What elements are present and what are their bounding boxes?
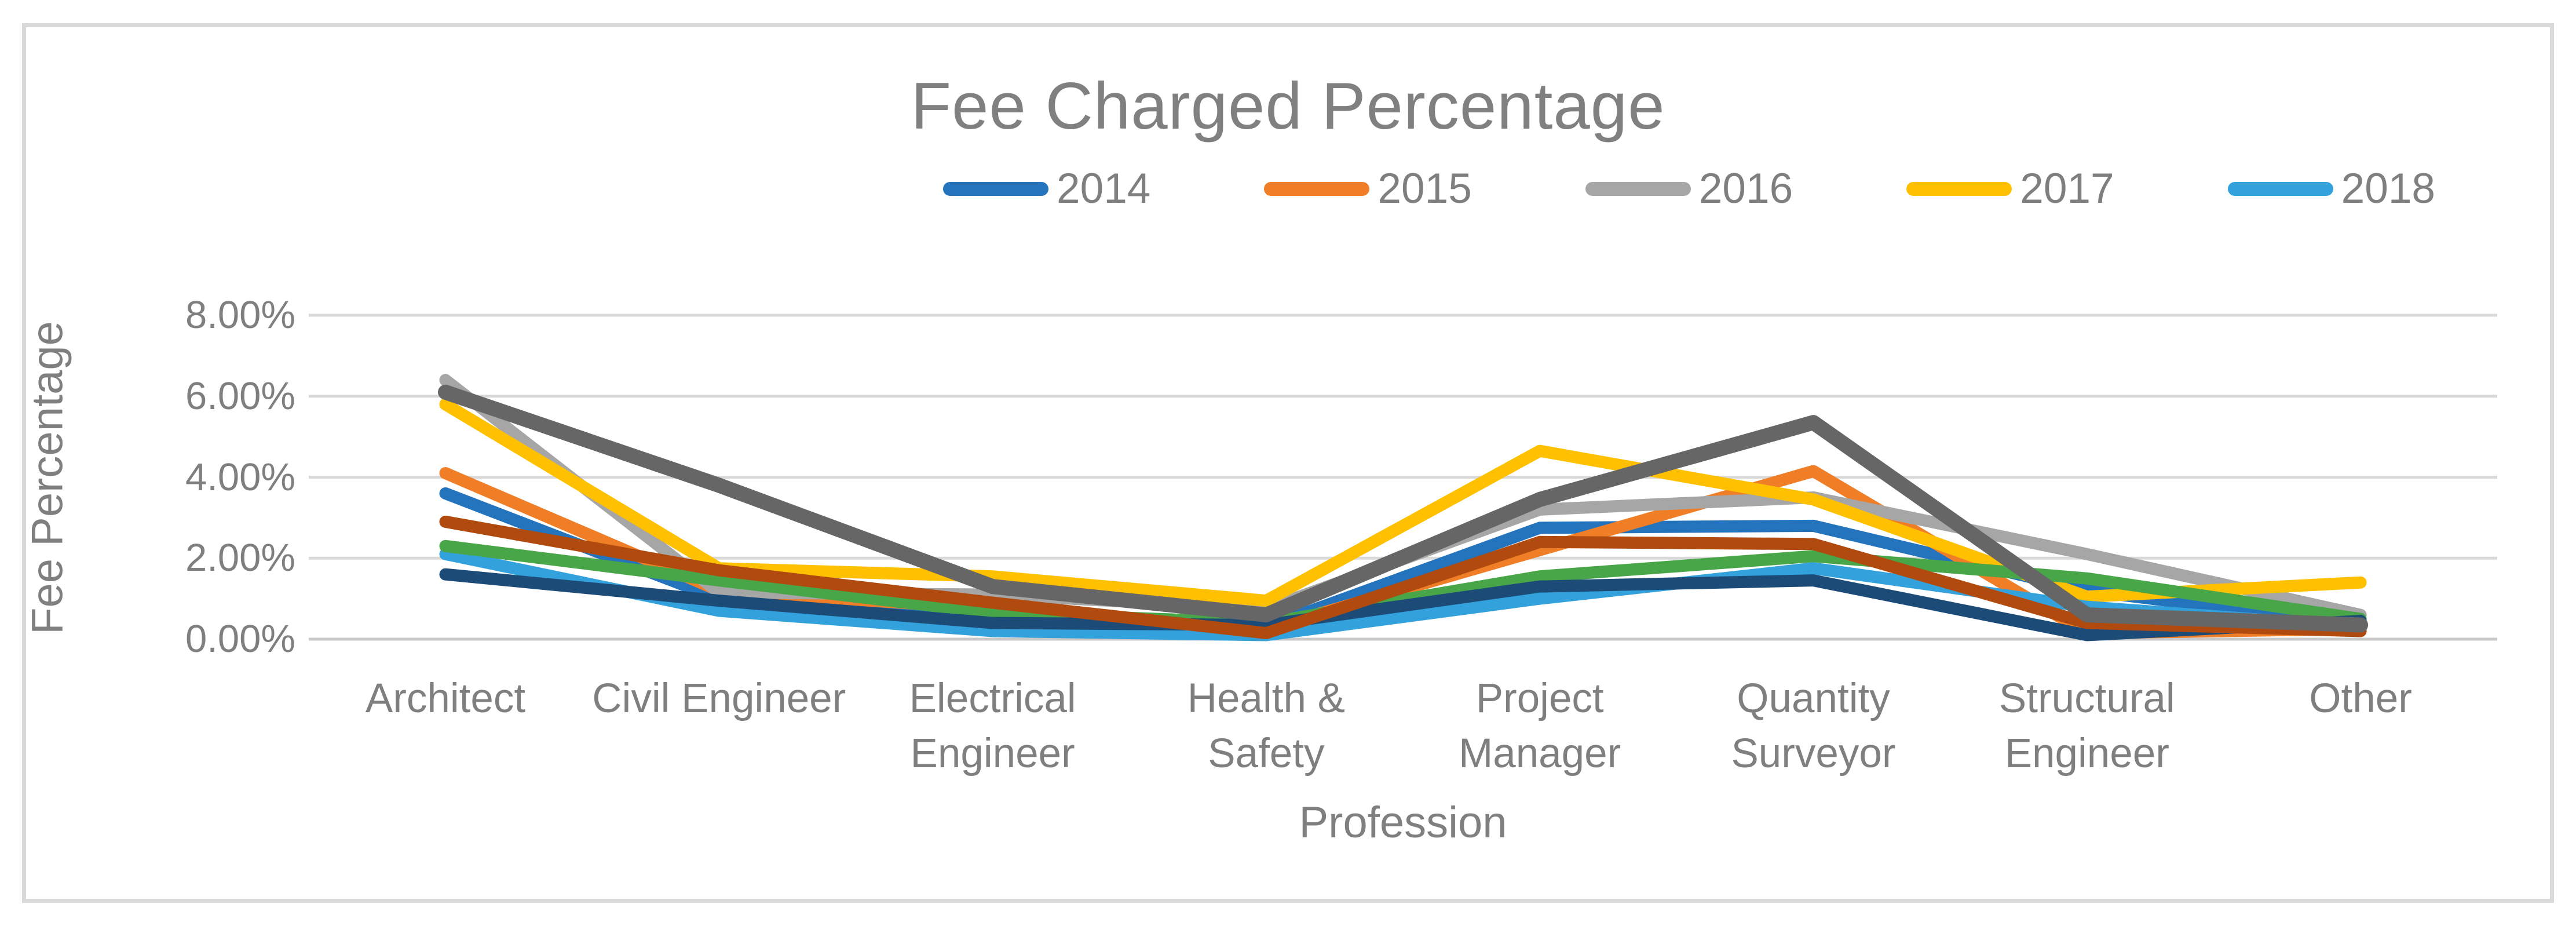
y-tick-label-0.00%: 0.00% bbox=[185, 617, 295, 661]
y-tick-label-6.00%: 6.00% bbox=[185, 374, 295, 418]
x-category-label: Structural Engineer bbox=[1998, 676, 2175, 776]
legend-swatch-2014 bbox=[943, 181, 1048, 196]
legend-item-2017: 2017 bbox=[1906, 165, 2114, 213]
y-axis-title: Fee Percentage bbox=[23, 321, 72, 635]
legend-swatch-2015 bbox=[1264, 181, 1370, 196]
y-tick-label-4.00%: 4.00% bbox=[185, 455, 295, 499]
legend-label: 2017 bbox=[2020, 165, 2114, 212]
legend-label: 2014 bbox=[1057, 165, 1151, 212]
series-line-series-8 bbox=[439, 515, 2367, 640]
series-line-2018 bbox=[439, 548, 2367, 641]
legend-item-2014: 2014 bbox=[943, 165, 1150, 213]
x-category-label: Architect bbox=[365, 676, 526, 721]
y-tick-label-2.00%: 2.00% bbox=[185, 536, 295, 580]
legend: 2014 2015 2016 2017 2018 bbox=[943, 165, 2435, 213]
x-category-label: Civil Engineer bbox=[592, 676, 846, 721]
legend-label: 2018 bbox=[2341, 165, 2436, 212]
chart-border bbox=[22, 23, 2554, 903]
x-category-label: Quantity Surveyor bbox=[1731, 676, 1896, 776]
legend-label: 2015 bbox=[1377, 165, 1472, 212]
legend-item-2015: 2015 bbox=[1264, 165, 1472, 213]
legend-item-2016: 2016 bbox=[1585, 165, 1793, 213]
y-tick-label-8.00%: 8.00% bbox=[185, 293, 295, 337]
chart-title: Fee Charged Percentage bbox=[911, 70, 1665, 143]
legend-swatch-2018 bbox=[2227, 181, 2333, 196]
series-line-series-9 bbox=[438, 384, 2369, 633]
series-line-series-7 bbox=[439, 568, 2367, 641]
legend-swatch-2016 bbox=[1585, 181, 1691, 196]
legend-item-2018: 2018 bbox=[2227, 165, 2436, 213]
legend-label: 2016 bbox=[1698, 165, 1793, 212]
x-category-label: Health & Safety bbox=[1187, 676, 1346, 776]
x-category-label: Electrical Engineer bbox=[909, 676, 1076, 776]
x-category-label: Other bbox=[2309, 676, 2412, 721]
legend-swatch-2017 bbox=[1906, 181, 2012, 196]
x-category-label: Project Manager bbox=[1459, 676, 1621, 776]
x-axis-title: Profession bbox=[1299, 798, 1507, 847]
